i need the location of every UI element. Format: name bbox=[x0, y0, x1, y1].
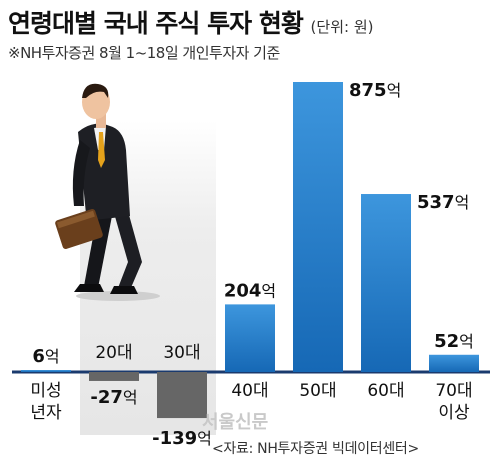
chart-title: 연령대별 국내 주식 투자 현황 (단위: 원) bbox=[8, 4, 373, 40]
category-label-5: 60대 bbox=[367, 381, 404, 401]
bar-5 bbox=[361, 194, 411, 372]
category-labels-group: 미성 년자 20대 30대 40대 50대 60대 70대 이상 bbox=[30, 343, 472, 423]
category-label-2: 30대 bbox=[163, 343, 200, 363]
category-label-1: 20대 bbox=[95, 343, 132, 363]
category-label-0: 미성 년자 bbox=[30, 381, 62, 423]
value-label-5: 537억 bbox=[417, 192, 469, 213]
bar-4 bbox=[293, 82, 343, 372]
value-label-0: 6억 bbox=[32, 346, 59, 367]
value-label-1: -27억 bbox=[90, 387, 137, 408]
bars-group bbox=[21, 82, 479, 419]
value-label-4: 875억 bbox=[349, 80, 401, 101]
value-label-6: 52억 bbox=[434, 331, 474, 352]
bar-2 bbox=[157, 372, 207, 419]
source-note: <자료: NH투자증권 빅데이터센터> bbox=[212, 441, 419, 457]
value-label-2: -139억 bbox=[152, 428, 212, 449]
bar-6 bbox=[429, 354, 479, 372]
category-label-3: 40대 bbox=[231, 381, 268, 401]
value-label-3: 204억 bbox=[224, 280, 276, 301]
chart-subtitle: ※NH투자증권 8월 1~18일 개인투자자 기준 bbox=[8, 44, 280, 62]
category-label-6: 70대 이상 bbox=[435, 381, 472, 423]
category-label-4: 50대 bbox=[299, 381, 336, 401]
businessman-walking-with-briefcase-icon bbox=[55, 83, 160, 301]
watermark: 서울신문 bbox=[202, 412, 269, 433]
bar-0 bbox=[21, 370, 71, 372]
chart-title-text: 연령대별 국내 주식 투자 현황 bbox=[8, 9, 304, 38]
chart-unit: (단위: 원) bbox=[310, 18, 374, 36]
bar-3 bbox=[225, 304, 275, 372]
value-labels-group: 6억 -27억 -139억 204억 875억 537억 52억 bbox=[32, 80, 474, 449]
bar-1 bbox=[89, 372, 139, 381]
